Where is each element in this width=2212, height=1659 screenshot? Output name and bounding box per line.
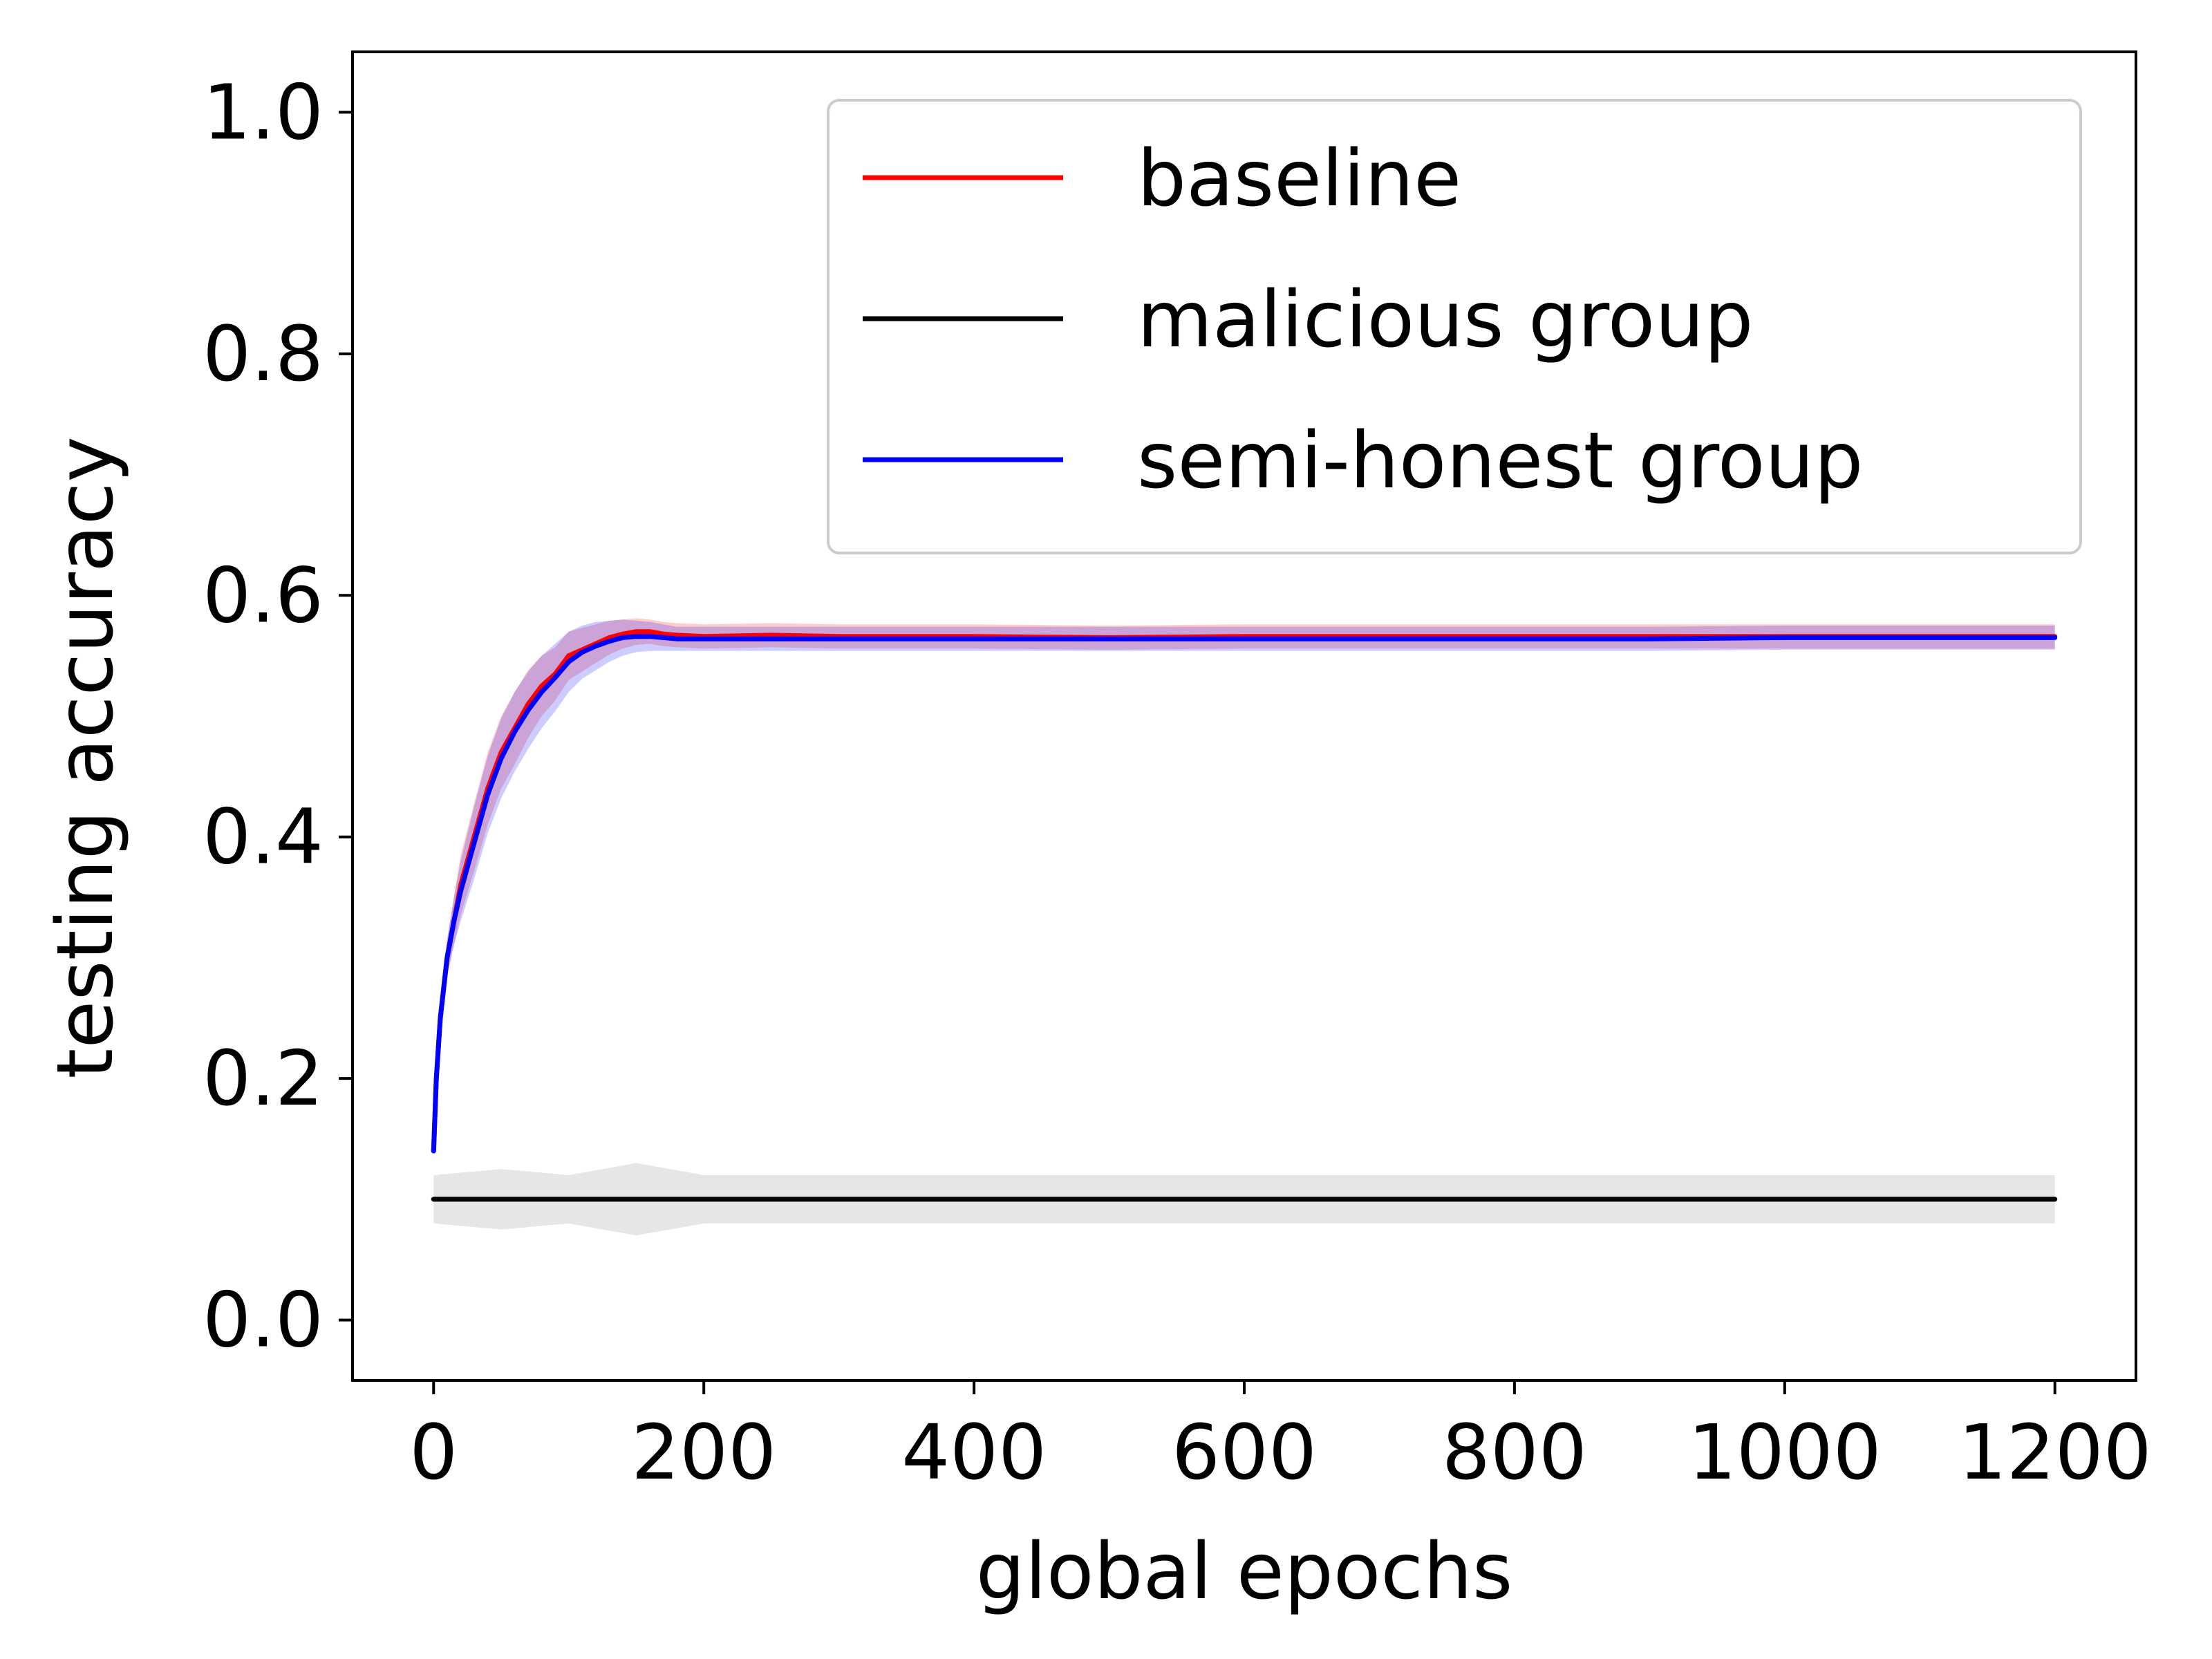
legend-label-0: baseline	[1137, 134, 1461, 224]
line-series-2	[431, 634, 2058, 1154]
y-tick-label: 0.4	[203, 793, 324, 881]
y-axis-label: testing accuracy	[41, 436, 131, 1078]
x-axis-label: global epochs	[976, 1527, 1513, 1617]
series-lines	[431, 629, 2058, 1202]
y-tick-label: 0.6	[203, 551, 324, 639]
x-axis: 0 200 400 600 800 1000 1200	[409, 1380, 2152, 1497]
legend-box	[827, 99, 2082, 554]
x-tick-label: 600	[1172, 1408, 1317, 1497]
x-tick-label: 1200	[1958, 1408, 2152, 1497]
legend-label-1: malicious group	[1137, 275, 1753, 365]
x-tick-label: 200	[631, 1408, 776, 1497]
x-tick-label: 400	[901, 1408, 1047, 1497]
x-tick-label: 1000	[1688, 1408, 1882, 1497]
y-tick-label: 0.2	[203, 1034, 324, 1123]
x-tick-label: 800	[1442, 1408, 1587, 1497]
x-tick-label: 0	[409, 1408, 458, 1497]
y-axis: 0.0 0.2 0.4 0.6 0.8 1.0	[203, 68, 353, 1365]
legend-label-2: semi-honest group	[1137, 416, 1863, 506]
y-tick-label: 0.8	[203, 310, 324, 398]
legend: baseline malicious group semi-honest group	[827, 99, 2082, 554]
y-tick-label: 1.0	[203, 68, 324, 156]
y-tick-label: 0.0	[203, 1276, 324, 1365]
